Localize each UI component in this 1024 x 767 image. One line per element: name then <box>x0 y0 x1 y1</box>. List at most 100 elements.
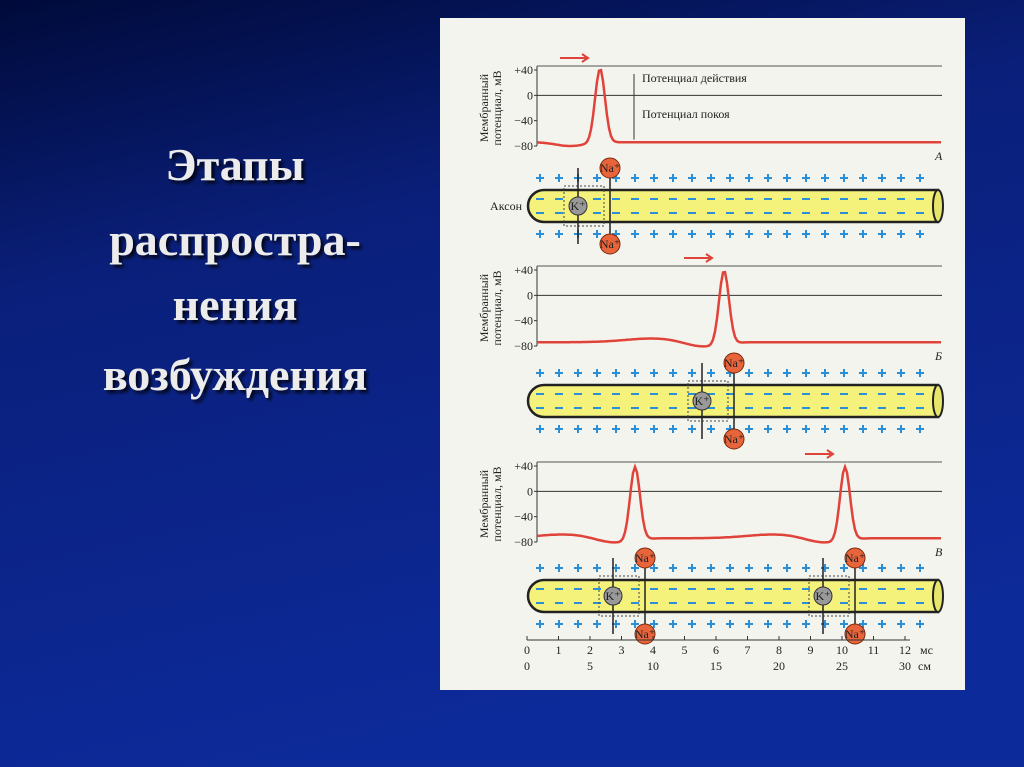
x-tick-label: 4 <box>650 643 656 657</box>
plus-charge <box>650 620 658 628</box>
plus-charge <box>555 425 563 433</box>
plus-charge <box>555 620 563 628</box>
ion-label: Na⁺ <box>845 627 865 641</box>
plus-charge <box>802 425 810 433</box>
plus-charge <box>916 620 924 628</box>
plus-charge <box>669 425 677 433</box>
plus-charge <box>555 230 563 238</box>
title-line: распростра- <box>109 214 361 265</box>
plus-charge <box>821 369 829 377</box>
plus-charge <box>897 425 905 433</box>
plus-charge <box>650 425 658 433</box>
plus-charge <box>631 369 639 377</box>
plus-charge <box>859 425 867 433</box>
channel <box>687 380 729 422</box>
figure: Мембранный потенциал, мВ+400−40−80АПотенц… <box>440 18 965 690</box>
plus-charge <box>745 620 753 628</box>
ion-label: Na⁺ <box>635 627 655 641</box>
plus-charge <box>916 425 924 433</box>
plus-charge <box>802 369 810 377</box>
plus-charge <box>726 620 734 628</box>
plus-charge <box>802 174 810 182</box>
plus-charge <box>555 369 563 377</box>
y-axis-label: потенциал, мВ <box>490 270 504 345</box>
plus-charge <box>897 174 905 182</box>
plus-charge <box>669 369 677 377</box>
plus-charge <box>764 369 772 377</box>
figure-background <box>440 18 965 690</box>
plus-charge <box>745 369 753 377</box>
plus-charge <box>726 230 734 238</box>
title-line: возбуждения <box>103 349 368 400</box>
na-ion <box>634 547 656 569</box>
x-tick-label: 0 <box>524 643 530 657</box>
plus-charge <box>859 564 867 572</box>
plus-charge <box>897 564 905 572</box>
plus-charge <box>650 369 658 377</box>
axon-end <box>932 384 944 418</box>
plus-charge <box>688 230 696 238</box>
plus-charge <box>878 230 886 238</box>
channel <box>808 575 850 617</box>
plus-charge <box>840 230 848 238</box>
y-tick-label: −80 <box>514 339 533 353</box>
axon-body <box>526 383 940 419</box>
ion-label: Na⁺ <box>600 161 620 175</box>
ion-label: Na⁺ <box>635 551 655 565</box>
plus-charge <box>764 564 772 572</box>
x-tick-label: 0 <box>524 659 530 673</box>
ion-label: K⁺ <box>695 394 710 408</box>
plus-charge <box>897 369 905 377</box>
plus-charge <box>878 564 886 572</box>
plus-charge <box>555 174 563 182</box>
plus-charge <box>878 369 886 377</box>
y-tick-label: −40 <box>514 510 533 524</box>
plus-charge <box>821 174 829 182</box>
direction-arrow <box>560 53 590 63</box>
plus-charge <box>764 230 772 238</box>
plus-charge <box>897 620 905 628</box>
x-tick-label: 20 <box>773 659 785 673</box>
x-tick-label: 11 <box>868 643 880 657</box>
plus-charge <box>783 369 791 377</box>
k-ion <box>603 586 623 606</box>
plus-charge <box>840 425 848 433</box>
plus-charge <box>707 620 715 628</box>
panel-letter: А <box>934 149 943 163</box>
y-tick-label: −40 <box>514 114 533 128</box>
axon-end <box>932 189 944 223</box>
x-tick-label: 3 <box>619 643 625 657</box>
axon-end <box>932 579 944 613</box>
panel-letter: Б <box>934 349 942 363</box>
x-tick-label: 12 <box>899 643 911 657</box>
plus-charge <box>688 425 696 433</box>
plus-charge <box>859 230 867 238</box>
annotation: Потенциал действия <box>642 71 747 85</box>
plus-charge <box>631 425 639 433</box>
plus-charge <box>745 230 753 238</box>
plus-charge <box>840 620 848 628</box>
plus-charge <box>916 369 924 377</box>
x-tick-label: 5 <box>587 659 593 673</box>
axon-label: Аксон <box>490 199 523 213</box>
plus-charge <box>821 230 829 238</box>
title-line: нения <box>173 279 298 330</box>
plus-charge <box>593 425 601 433</box>
plus-charge <box>783 564 791 572</box>
y-tick-label: 0 <box>527 288 533 302</box>
plus-charge <box>593 620 601 628</box>
plus-charge <box>574 369 582 377</box>
plus-charge <box>688 174 696 182</box>
y-axis-label: Мембранный <box>477 469 491 538</box>
plus-charge <box>707 564 715 572</box>
plus-charge <box>650 230 658 238</box>
x-unit: см <box>918 659 931 673</box>
x-tick-label: 7 <box>745 643 751 657</box>
y-axis-label: потенциал, мВ <box>490 466 504 541</box>
plus-charge <box>859 620 867 628</box>
plus-charge <box>859 174 867 182</box>
plus-charge <box>726 564 734 572</box>
ion-label: K⁺ <box>816 589 831 603</box>
x-tick-label: 6 <box>713 643 719 657</box>
